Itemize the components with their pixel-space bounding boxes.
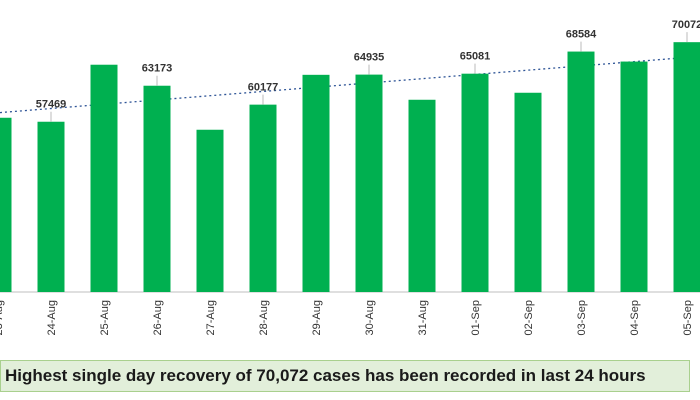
- bar: [90, 64, 118, 292]
- value-label: 70072: [672, 19, 700, 31]
- bar: [355, 74, 383, 292]
- bar: [567, 51, 595, 292]
- bar: [408, 99, 436, 292]
- bar: [249, 104, 277, 292]
- x-tick-label: 27-Aug: [205, 300, 217, 335]
- x-tick-label: 02-Sep: [523, 300, 535, 335]
- bar: [461, 73, 489, 292]
- x-tick-label: 01-Sep: [470, 300, 482, 335]
- bar: [514, 92, 542, 292]
- bar: [673, 42, 700, 292]
- x-tick-label: 24-Aug: [46, 300, 58, 335]
- value-label: 65081: [460, 51, 491, 63]
- bar: [143, 85, 171, 292]
- bar: [620, 61, 648, 292]
- value-label: 64935: [354, 52, 385, 64]
- footer-banner: Highest single day recovery of 70,072 ca…: [0, 360, 690, 392]
- x-tick-label: 30-Aug: [364, 300, 376, 335]
- value-label: 57469: [36, 99, 67, 111]
- x-tick-label: 23-Aug: [0, 300, 5, 335]
- bar: [302, 74, 330, 292]
- x-tick-label: 28-Aug: [258, 300, 270, 335]
- value-label: 63173: [142, 63, 173, 75]
- x-tick-label: 25-Aug: [99, 300, 111, 335]
- x-tick-label: 31-Aug: [417, 300, 429, 335]
- value-label: 60177: [248, 82, 279, 94]
- x-tick-label: 03-Sep: [576, 300, 588, 335]
- x-tick-label: 04-Sep: [629, 300, 641, 335]
- x-tick-label: 26-Aug: [152, 300, 164, 335]
- value-label: 68584: [566, 29, 597, 41]
- chart: 23-Aug 24-Aug 57469 25-Aug 26-Aug 63173 27-Aug…: [0, 19, 700, 335]
- bar: [196, 129, 224, 292]
- bar: [37, 121, 65, 292]
- x-tick-label: 29-Aug: [311, 300, 323, 335]
- x-tick-label: 05-Sep: [682, 300, 694, 335]
- bar: [0, 117, 12, 293]
